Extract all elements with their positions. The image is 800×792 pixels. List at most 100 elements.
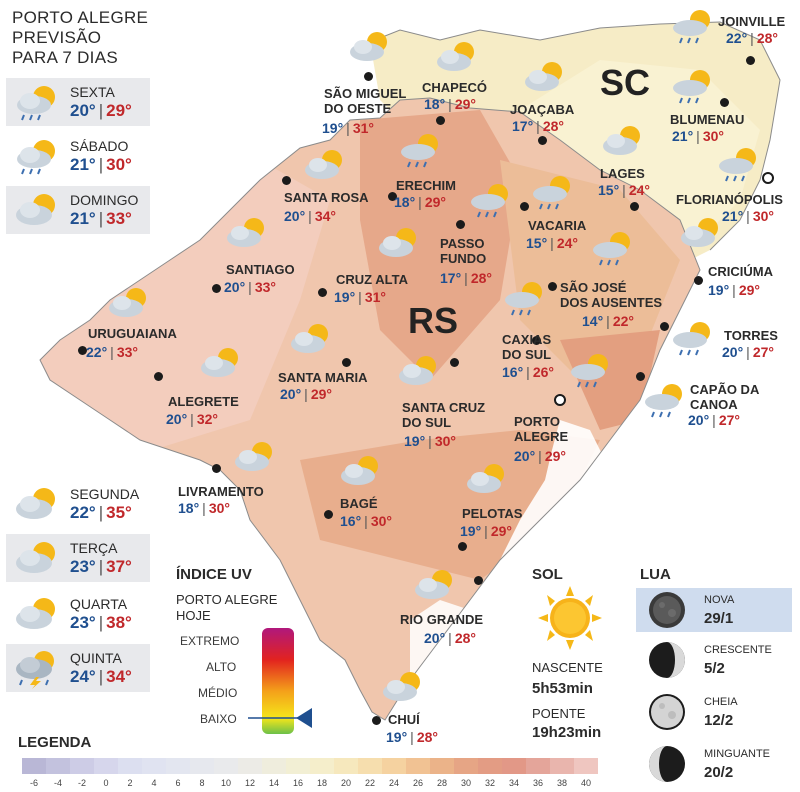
city-marker [318,288,327,297]
sun-cloud-rain-icon [533,176,570,210]
legend-tick-label: 26 [412,778,423,788]
uv-level-label: BAIXO [200,712,237,726]
city-temps: 21° | 30° [722,208,774,224]
city-temps: 20° | 27° [688,412,740,428]
sun-cloud-icon [467,464,504,493]
lagoa-dos-patos [500,420,610,560]
legend-swatch [70,758,95,774]
moon-phase-name: CHEIA [704,696,738,708]
uv-title: ÍNDICE UV [176,566,252,583]
city-temps: 20° | 33° [224,279,276,295]
moon-phase-row: CHEIA 12/2 [636,690,792,734]
city-marker [456,220,465,229]
city-temps: 19° | 28° [386,729,438,745]
sun-cloud-rain-icon [401,134,438,168]
moon-phase-row: CRESCENTE 5/2 [636,638,792,682]
city-name: JOINVILLE [718,14,786,29]
legend-tick-label: -4 [53,778,62,788]
sun-cloud-icon [350,32,387,61]
city-name: BLUMENAU [670,112,745,127]
forecast-temps: 23° | 38° [70,613,132,632]
forecast-min: 23° [70,613,96,632]
legend-tick-label: 2 [127,778,133,788]
sc-region-light [520,60,760,240]
city-marker [324,510,333,519]
city-temps: 19° | 30° [404,433,456,449]
legend-tick-label: 8 [199,778,205,788]
forecast-max: 29° [106,101,132,120]
legend-tick-label: -6 [29,778,38,788]
legend-swatch [430,758,455,774]
sun-cloud-rain-icon [17,140,55,175]
city-name: CAPÃO DA CANOA [690,382,760,412]
city-marker [630,202,639,211]
legend-tick-label: 34 [508,778,519,788]
sun-cloud-rain-icon [505,282,542,316]
city-temps: 18° | 30° [178,500,230,516]
legend-swatch [190,758,215,774]
forecast-temps: 20° | 29° [70,101,132,120]
city-marker [532,336,541,345]
legend-swatch [334,758,359,774]
forecast-day-name: SÁBADO [70,138,129,154]
city-marker [436,116,445,125]
city-temps: 19° | 29° [460,523,512,539]
city-temps: 20° | 28° [424,630,476,646]
city-name: CRUZ ALTA [336,272,408,287]
city-name: CHUÍ [388,712,420,727]
forecast-temps: 23° | 37° [70,557,132,576]
forecast-max: 37° [106,557,132,576]
city-name: SANTIAGO [226,262,295,277]
forecast-min: 22° [70,503,96,522]
forecast-min: 21° [70,155,96,174]
forecast-day-name: QUINTA [70,650,122,666]
city-temps: 20° | 34° [284,208,336,224]
forecast-day-row: QUARTA 23° | 38° [6,590,150,638]
city-temps: 17° | 28° [440,270,492,286]
forecast-max: 34° [106,667,132,686]
city-marker [78,346,87,355]
uv-level-label: ALTO [206,660,237,674]
city-marker [154,372,163,381]
sun-cloud-icon [16,542,55,573]
legend-swatch [238,758,263,774]
sun-cloud-icon [379,228,416,257]
sun-cloud-rain-icon [471,184,508,218]
sun-cloud-icon [291,324,328,353]
forecast-min: 24° [70,667,96,686]
city-name: CAXIAS DO SUL [502,332,552,362]
legend-tick-label: 36 [532,778,543,788]
moon-phase-date: 5/2 [704,660,725,677]
legend-tick-label: 10 [220,778,231,788]
city-name: LAGES [600,166,645,181]
forecast-min: 23° [70,557,96,576]
city-name: JOAÇABA [510,102,575,117]
city-name: CRICIÚMA [708,264,773,279]
legend-tick-label: 24 [388,778,399,788]
sunset-time: 19h23min [532,724,602,741]
sun-cloud-icon [16,488,55,519]
legend-tick-label: 6 [175,778,181,788]
legend-tick-label: 38 [556,778,567,788]
moon-phase-date: 20/2 [704,764,734,781]
sunrise-time: 5h53min [532,680,593,697]
page-header: PORTO ALEGRE PREVISÃO PARA 7 DIAS [12,8,148,68]
header-line1: PORTO ALEGRE [12,8,149,27]
sunset-label: POENTE [532,706,586,721]
city-temps: 20° | 29° [280,386,332,402]
header-line3: PARA 7 DIAS [12,48,118,67]
forecast-day-name: TERÇA [70,540,118,556]
moon-phase-date: 29/1 [704,610,734,627]
moon-phase-row: MINGUANTE 20/2 [636,742,792,786]
new-moon-icon [649,592,685,628]
storm-icon [16,651,54,689]
city-temps: 22° | 33° [86,344,138,360]
legend-swatch [382,758,407,774]
city-temps: 21° | 30° [672,128,724,144]
forecast-max: 35° [106,503,132,522]
sun-cloud-icon [415,570,452,599]
moon-title: LUA [640,566,671,583]
city-temps: 19° | 29° [708,282,760,298]
sun-cloud-icon [16,194,55,225]
legend-tick-label: 4 [151,778,157,788]
